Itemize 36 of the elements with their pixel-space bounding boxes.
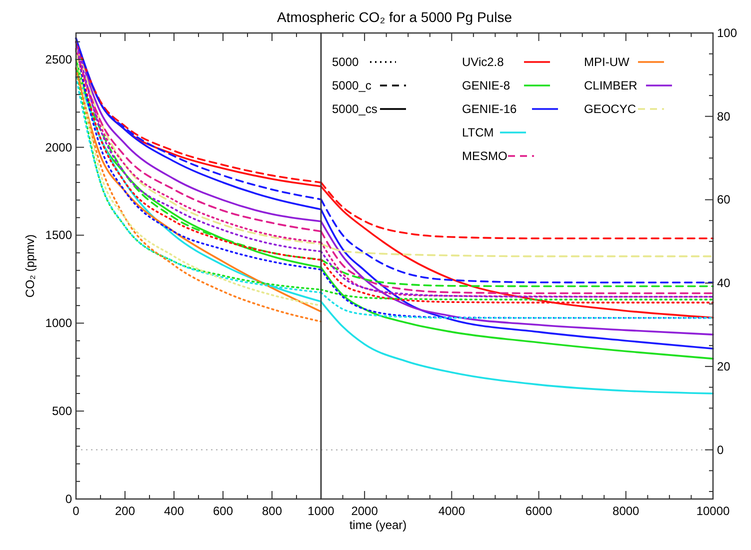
legend-label: GENIE-8: [462, 78, 510, 92]
y2-tick-label: 80: [717, 109, 731, 124]
legend-label: GENIE-16: [462, 102, 518, 116]
legend-label: UVic2.8: [462, 55, 504, 69]
legend-label: 5000_cs: [332, 102, 378, 116]
y-tick-label: 0: [65, 492, 72, 506]
chart-title: Atmospheric CO₂ for a 5000 Pg Pulse: [277, 9, 512, 25]
legend-label: LTCM: [462, 126, 494, 140]
legend-label: 5000_c: [332, 78, 372, 92]
x-tick-label: 8000: [612, 504, 640, 518]
x-tick-label: 200: [114, 504, 136, 518]
x-tick-label: 800: [262, 504, 282, 518]
x-tick-label: 4000: [438, 504, 466, 518]
y-tick-label: 2500: [45, 52, 72, 66]
y2-tick-label: 0: [717, 442, 724, 457]
x-tick-label: 400: [164, 504, 184, 518]
y2-tick-label: 100: [717, 26, 738, 40]
x-tick-label: 6000: [525, 504, 552, 518]
y-tick-label: 2000: [45, 140, 72, 154]
y2-tick-label: 60: [717, 192, 731, 207]
legend-label: GEOCYC: [584, 102, 636, 116]
x-tick-label: 2000: [351, 504, 378, 518]
y-axis-title: CO₂ (ppmv): [23, 234, 37, 298]
y-tick-label: 500: [52, 404, 72, 418]
x-tick-label: 1000: [308, 504, 335, 518]
y2-tick-label: 20: [717, 359, 731, 374]
legend-label: CLIMBER: [584, 78, 638, 92]
y-tick-label: 1000: [45, 316, 72, 330]
y2-tick-label: 40: [717, 276, 731, 290]
legend-label: MESMO: [462, 149, 508, 163]
y-tick-label: 1500: [45, 228, 72, 242]
legend-label: 5000: [332, 55, 360, 69]
x-tick-label: 600: [212, 504, 234, 518]
x-axis-title: time (year): [349, 518, 407, 532]
x-tick-label: 10000: [696, 504, 730, 518]
legend-label: MPI-UW: [584, 55, 630, 69]
